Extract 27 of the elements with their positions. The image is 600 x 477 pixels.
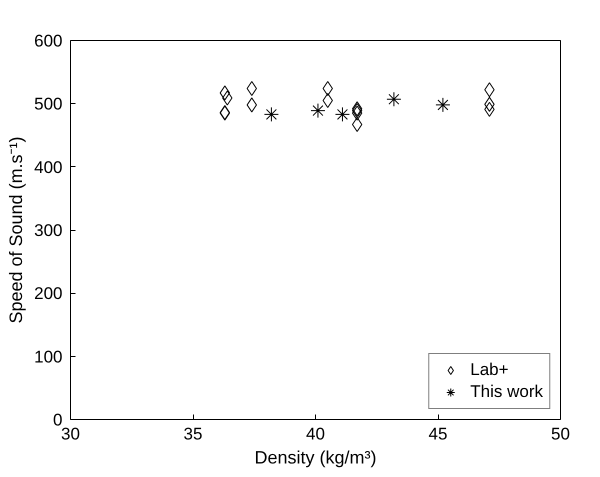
- point: [484, 82, 495, 98]
- y-tick-label: 500: [34, 94, 63, 114]
- y-tick-label: 0: [53, 410, 63, 430]
- x-axis-title: Density (kg/m³): [254, 448, 377, 468]
- point: [386, 92, 402, 107]
- point: [484, 102, 495, 117]
- x-tick-label: 45: [428, 424, 448, 444]
- point: [352, 106, 362, 121]
- legend-label: This work: [470, 382, 543, 402]
- point: [352, 117, 362, 132]
- y-tick-label: 400: [34, 158, 63, 177]
- y-tick-label: 600: [34, 32, 63, 50]
- y-tick-label: 100: [34, 347, 63, 366]
- y-tick-label: 200: [34, 284, 63, 304]
- point: [264, 106, 279, 122]
- y-tick-label: 300: [34, 221, 63, 240]
- point: [484, 96, 495, 112]
- legend-label: Lab+: [470, 360, 509, 380]
- point: [435, 97, 450, 112]
- point: [310, 103, 326, 118]
- point: [334, 106, 350, 122]
- x-tick-label: 50: [551, 424, 570, 444]
- y-axis-title: Speed of Sound (m.s⁻¹): [6, 136, 26, 324]
- x-tick-label: 30: [61, 424, 80, 444]
- point: [220, 85, 230, 100]
- x-tick-label: 40: [306, 424, 325, 444]
- x-tick-label: 35: [184, 424, 202, 444]
